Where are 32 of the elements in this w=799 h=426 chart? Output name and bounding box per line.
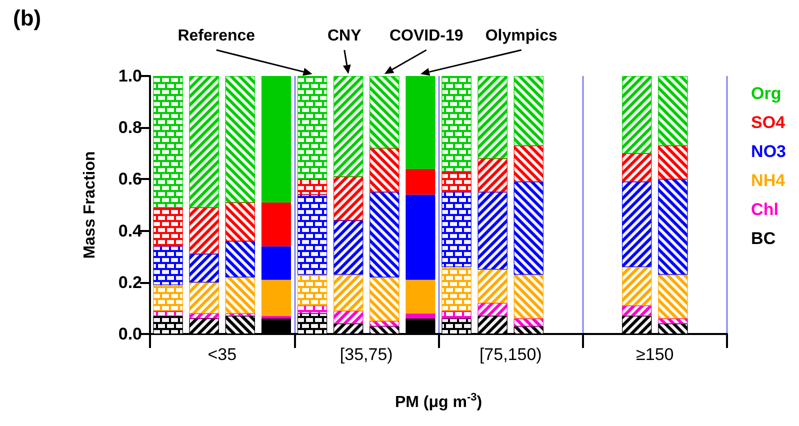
text: NH4 <box>751 171 786 190</box>
bar <box>406 313 436 319</box>
x-tick-label: [35,75) <box>340 345 393 364</box>
x-tick-label: ≥150 <box>636 345 674 364</box>
bar <box>261 202 292 246</box>
y-tick-label: 0.6 <box>118 170 142 189</box>
text: BC <box>751 229 776 248</box>
y-tick-label: 0.0 <box>118 324 142 344</box>
chart-title: (b) <box>13 6 42 30</box>
bar <box>261 316 292 319</box>
bar <box>406 76 436 169</box>
text: NO3 <box>751 142 786 161</box>
y-tick-label: 1.0 <box>118 66 142 86</box>
y-axis-title: Mass Fraction <box>82 151 98 259</box>
text: COVID-19 <box>389 28 464 44</box>
bar <box>406 280 436 314</box>
text: CNY <box>327 28 362 44</box>
x-tick-label: [75,150) <box>479 345 542 364</box>
bar <box>261 76 292 202</box>
y-tick-label: 0.2 <box>118 272 142 292</box>
y-tick-label: 0.4 <box>118 221 143 240</box>
text: Org <box>751 84 782 103</box>
bar <box>261 280 292 316</box>
y-tick-label: 0.8 <box>118 118 142 138</box>
text: Chl <box>751 200 778 219</box>
bar <box>261 246 292 280</box>
text: Reference <box>178 28 256 44</box>
bar <box>406 168 436 195</box>
x-tick-label: <35 <box>208 345 237 364</box>
text: Olympics <box>485 28 558 44</box>
bar <box>406 194 436 280</box>
text: SO4 <box>751 113 786 132</box>
